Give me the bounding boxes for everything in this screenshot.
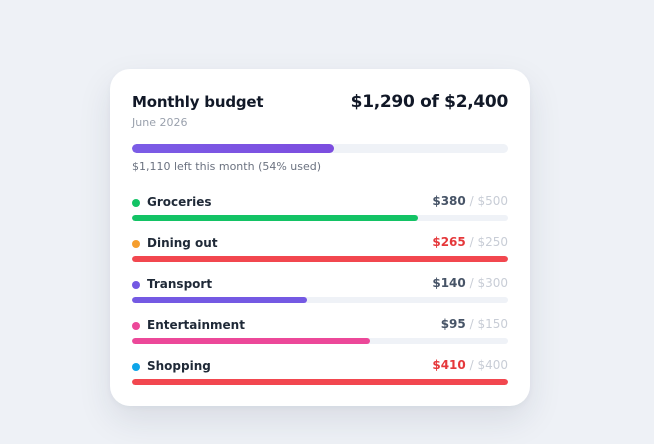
budget-summary: $1,110 left this month (54% used) — [132, 160, 322, 173]
category-spent: $95 — [440, 317, 466, 331]
category-limit: $250 — [477, 235, 508, 249]
category-amounts: $95 / $150 — [441, 317, 508, 331]
category-name: Dining out — [147, 236, 218, 250]
budget-card: Monthly budget June 2026 $1,290 of $2,40… — [110, 69, 530, 406]
category-spent: $410 — [432, 358, 466, 372]
period-label: June 2026 — [132, 116, 188, 129]
category-progress-fill — [132, 338, 371, 344]
category-spent: $265 — [432, 235, 466, 249]
category-amounts: $140 / $300 — [432, 276, 508, 290]
amount-separator: / — [469, 358, 474, 372]
category-limit: $300 — [477, 276, 508, 290]
category-row[interactable]: Dining out $265 / $250 — [132, 233, 508, 263]
overall-progress-track — [132, 144, 508, 153]
category-progress-track — [132, 379, 508, 385]
category-progress-fill — [132, 297, 308, 303]
category-progress-fill — [132, 379, 508, 385]
amount-separator: / — [469, 276, 474, 290]
amount-separator: / — [469, 194, 474, 208]
category-progress-fill — [132, 215, 418, 221]
category-amounts: $265 / $250 — [432, 235, 508, 249]
category-progress-track — [132, 338, 508, 344]
category-amounts: $380 / $500 — [432, 194, 508, 208]
category-progress-track — [132, 215, 508, 221]
category-limit: $150 — [477, 317, 508, 331]
amount-separator: / — [469, 235, 474, 249]
category-limit: $400 — [477, 358, 508, 372]
category-name: Shopping — [147, 359, 211, 373]
category-row[interactable]: Transport $140 / $300 — [132, 274, 508, 304]
category-row[interactable]: Groceries $380 / $500 — [132, 192, 508, 222]
category-row[interactable]: Shopping $410 / $400 — [132, 356, 508, 386]
category-spent: $140 — [432, 276, 466, 290]
category-row[interactable]: Entertainment $95 / $150 — [132, 315, 508, 345]
category-progress-track — [132, 256, 508, 262]
category-name: Groceries — [147, 195, 212, 209]
overall-progress-fill — [132, 144, 335, 153]
category-dot-icon — [132, 322, 140, 330]
category-progress-fill — [132, 256, 508, 262]
category-progress-track — [132, 297, 508, 303]
category-spent: $380 — [432, 194, 466, 208]
category-dot-icon — [132, 281, 140, 289]
amount-separator: / — [469, 317, 474, 331]
category-dot-icon — [132, 240, 140, 248]
budget-total: $1,290 of $2,400 — [350, 92, 509, 112]
category-name: Entertainment — [147, 318, 245, 332]
page-title: Monthly budget — [132, 93, 264, 111]
category-dot-icon — [132, 363, 140, 371]
category-limit: $500 — [477, 194, 508, 208]
category-name: Transport — [147, 277, 213, 291]
category-amounts: $410 / $400 — [432, 358, 508, 372]
category-dot-icon — [132, 199, 140, 207]
